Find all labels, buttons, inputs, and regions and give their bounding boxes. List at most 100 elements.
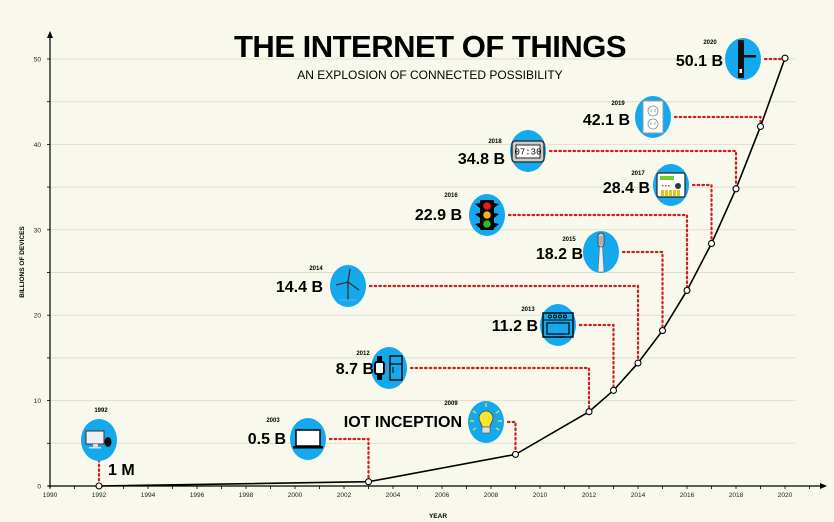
callout-2016: 2016 22.9 B xyxy=(415,193,505,236)
year-label: 1992 xyxy=(94,408,108,414)
data-point xyxy=(732,185,740,193)
x-tick-label: 2006 xyxy=(435,492,450,499)
y-axis-label: BILLIONS OF DEVICES xyxy=(19,226,26,298)
x-tick-label: 2020 xyxy=(778,492,793,499)
x-tick-label: 2016 xyxy=(680,492,695,499)
laptop-icon xyxy=(293,429,323,449)
x-axis-label: YEAR xyxy=(429,513,447,520)
year-label: 2009 xyxy=(444,401,458,407)
year-label: 2014 xyxy=(309,266,323,272)
value-label: 8.7 B xyxy=(336,361,374,378)
desktop-computer-icon xyxy=(85,430,112,449)
callout-2019: 2019 42.1 B xyxy=(583,96,671,138)
year-label: 2012 xyxy=(356,351,370,357)
callout-2020: 2020 50.1 B xyxy=(676,38,761,80)
x-axis-arrow xyxy=(820,483,827,489)
leader-line xyxy=(673,115,762,128)
y-tick-label: 50 xyxy=(34,57,42,64)
value-label: 14.4 B xyxy=(276,279,323,296)
callout-2014: 2014 14.4 B xyxy=(276,265,366,307)
smart-meter-icon xyxy=(656,172,686,198)
y-tick-label: 0 xyxy=(37,484,41,491)
callout-1992: 1992 1 M xyxy=(81,408,135,479)
callouts: 1992 1 M 2003 0.5 B 2009 IOT INCEPTION 2012 8.7… xyxy=(81,38,761,479)
value-label: 18.2 B xyxy=(536,246,583,263)
year-label: 2020 xyxy=(703,40,717,46)
value-label: 28.4 B xyxy=(603,180,650,197)
wind-turbine-icon xyxy=(335,268,360,301)
value-label: 50.1 B xyxy=(676,53,723,70)
data-point xyxy=(511,450,520,458)
value-label: 42.1 B xyxy=(583,112,630,129)
callout-2017: 2017 28.4 B xyxy=(603,164,689,206)
x-tick-label: 2014 xyxy=(631,492,646,499)
value-label: 1 M xyxy=(108,462,135,479)
x-tick-label: 1992 xyxy=(92,492,107,499)
x-tick-label: 2004 xyxy=(386,492,401,499)
chart-title: THE INTERNET OF THINGS xyxy=(234,29,626,64)
lightbulb-icon xyxy=(470,403,502,434)
leader-line xyxy=(328,437,370,483)
value-label: 11.2 B xyxy=(492,318,538,335)
y-tick-label: 20 xyxy=(34,313,42,320)
oven-icon xyxy=(542,312,574,338)
callout-2009: 2009 IOT INCEPTION xyxy=(344,401,504,443)
x-tick-label: 2010 xyxy=(533,492,548,499)
series-path xyxy=(98,57,786,487)
data-point xyxy=(781,54,789,62)
x-tick-label: 2000 xyxy=(288,492,303,499)
year-label: 2018 xyxy=(488,139,502,145)
callout-2003: 2003 0.5 B xyxy=(248,418,326,460)
icon-badge xyxy=(540,304,576,346)
x-tick-label: 1996 xyxy=(190,492,205,499)
leader-line xyxy=(548,149,738,190)
x-tick-label: 2018 xyxy=(729,492,744,499)
data-point xyxy=(95,482,103,490)
data-point xyxy=(756,122,765,131)
leader-line xyxy=(578,323,615,392)
year-label: 2016 xyxy=(444,193,458,199)
leader-line xyxy=(621,250,664,332)
callout-2018: 07:30 2018 34.8 B xyxy=(458,130,546,172)
year-label: 2019 xyxy=(611,101,625,107)
y-tick-label: 40 xyxy=(34,142,42,149)
callout-2012: 2012 8.7 B xyxy=(336,347,407,389)
x-tick-label: 1994 xyxy=(141,492,156,499)
value-label: 0.5 B xyxy=(248,431,286,448)
year-label: 2017 xyxy=(631,171,645,177)
leader-line xyxy=(409,366,591,413)
y-tick-label: 30 xyxy=(34,227,42,234)
data-point xyxy=(658,327,667,335)
value-label: IOT INCEPTION xyxy=(344,414,462,431)
power-outlet-icon xyxy=(642,100,664,134)
callout-2015: 2015 18.2 B xyxy=(536,231,619,273)
data-point xyxy=(609,386,618,394)
year-label: 2003 xyxy=(266,418,280,424)
chart-subtitle: AN EXPLOSION OF CONNECTED POSSIBILITY xyxy=(297,68,562,82)
leader-line xyxy=(691,183,713,245)
year-label: 2015 xyxy=(562,237,576,243)
x-tick-label: 2002 xyxy=(337,492,352,499)
data-point xyxy=(364,478,373,486)
data-point xyxy=(634,359,642,367)
y-axis-arrow xyxy=(47,31,53,38)
clock-text: 07:30 xyxy=(514,148,541,158)
x-tick-label: 2012 xyxy=(582,492,597,499)
toothbrush-icon xyxy=(597,232,605,273)
value-label: 34.8 B xyxy=(458,151,505,168)
x-tick-label: 2008 xyxy=(484,492,499,499)
data-point xyxy=(683,286,691,294)
series-line xyxy=(95,54,789,490)
smart-lock-icon xyxy=(738,40,756,78)
x-tick-label: 1998 xyxy=(239,492,254,499)
x-tick-label: 1990 xyxy=(43,492,58,499)
y-tick-label: 10 xyxy=(34,398,42,405)
smartwatch-fridge-icon xyxy=(374,355,403,381)
leader-line xyxy=(506,420,517,456)
alarm-clock-icon: 07:30 xyxy=(511,140,545,163)
year-label: 2013 xyxy=(521,307,535,313)
grid-lines xyxy=(50,58,795,444)
data-point xyxy=(707,239,716,248)
callout-2013: 2013 11.2 B xyxy=(492,304,576,346)
